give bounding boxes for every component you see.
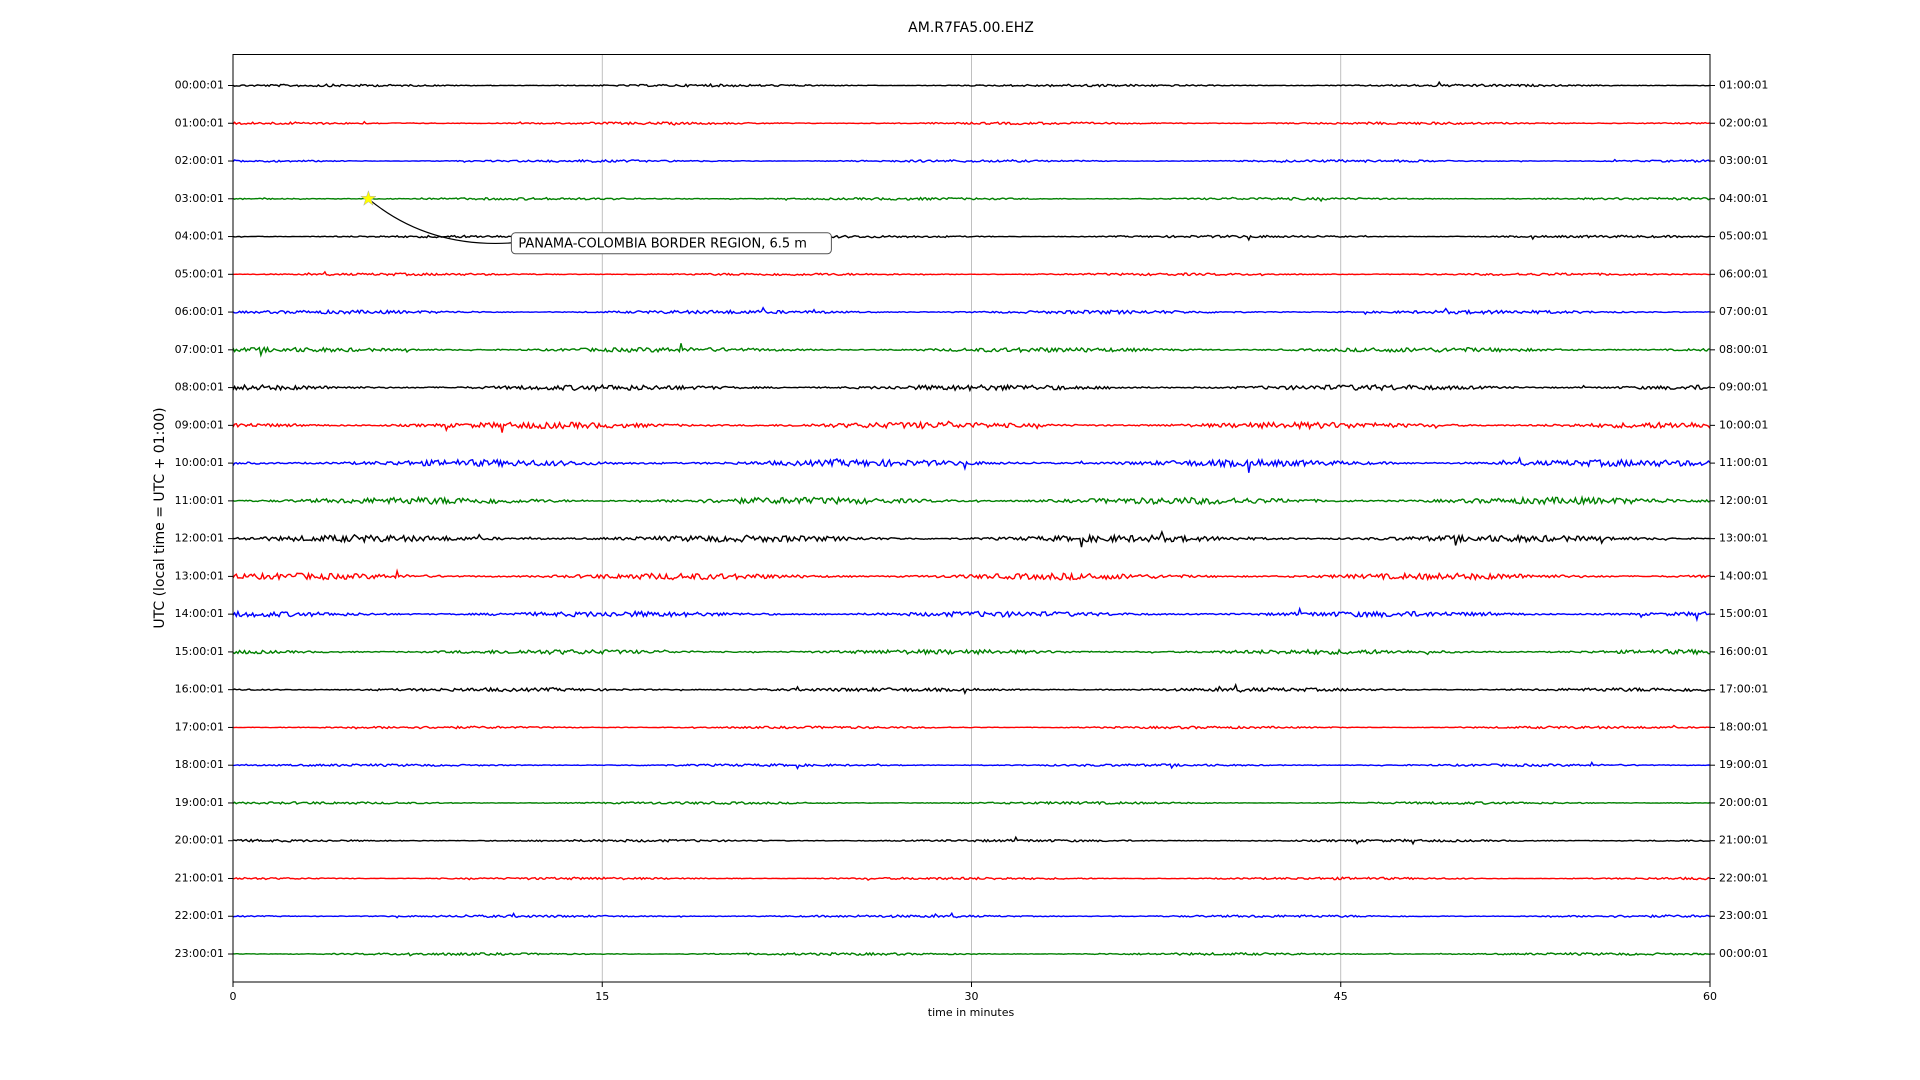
y-tick-label: 11:00:01 <box>175 494 224 507</box>
y-tick-label-right: 17:00:01 <box>1719 683 1768 696</box>
trace <box>232 648 1711 656</box>
y-tick-label: 05:00:01 <box>175 267 224 280</box>
y-tick-label-right: 22:00:01 <box>1719 871 1768 884</box>
y-tick-label-right: 11:00:01 <box>1719 456 1768 469</box>
trace <box>232 306 1710 316</box>
y-tick-label-right: 10:00:01 <box>1719 418 1768 431</box>
y-tick-label: 13:00:01 <box>175 569 224 582</box>
y-tick-label-right: 00:00:01 <box>1719 947 1768 960</box>
y-tick-label-right: 08:00:01 <box>1719 343 1768 356</box>
chart-title: AM.R7FA5.00.EHZ <box>908 20 1034 36</box>
y-tick-label: 12:00:01 <box>175 532 224 545</box>
y-tick-label: 14:00:01 <box>175 607 224 620</box>
trace <box>232 911 1711 919</box>
trace <box>232 456 1711 473</box>
y-tick-label-right: 20:00:01 <box>1719 796 1768 809</box>
y-tick-label: 20:00:01 <box>175 834 224 847</box>
y-tick-label: 04:00:01 <box>175 230 224 243</box>
y-tick-label: 02:00:01 <box>175 154 224 167</box>
trace <box>232 876 1711 881</box>
y-tick-label-right: 13:00:01 <box>1719 532 1768 545</box>
y-tick-label-right: 15:00:01 <box>1719 607 1768 620</box>
x-tick-label: 0 <box>230 990 237 1003</box>
trace <box>232 420 1711 433</box>
x-tick-label: 60 <box>1703 990 1717 1003</box>
trace <box>232 196 1711 203</box>
y-tick-label: 18:00:01 <box>175 758 224 771</box>
trace <box>232 761 1711 770</box>
y-tick-label: 23:00:01 <box>175 947 224 960</box>
y-tick-label: 06:00:01 <box>175 305 224 318</box>
trace <box>232 568 1711 582</box>
y-tick-label: 09:00:01 <box>175 418 224 431</box>
annotation-text: PANAMA-COLOMBIA BORDER REGION, 6.5 m <box>518 236 807 251</box>
y-tick-label-right: 06:00:01 <box>1719 267 1768 280</box>
y-tick-label: 22:00:01 <box>175 909 224 922</box>
y-tick-label: 08:00:01 <box>175 381 224 394</box>
y-tick-label: 15:00:01 <box>175 645 224 658</box>
y-tick-label: 21:00:01 <box>175 871 224 884</box>
x-axis-label: time in minutes <box>928 1006 1015 1019</box>
trace <box>232 606 1711 623</box>
trace <box>232 724 1711 730</box>
y-tick-label: 17:00:01 <box>175 720 224 733</box>
y-tick-label: 10:00:01 <box>175 456 224 469</box>
y-tick-label-right: 12:00:01 <box>1719 494 1768 507</box>
y-tick-label: 00:00:01 <box>175 79 224 92</box>
trace <box>232 120 1711 126</box>
trace <box>232 835 1710 846</box>
y-tick-label-right: 23:00:01 <box>1719 909 1768 922</box>
y-tick-label-right: 03:00:01 <box>1719 154 1768 167</box>
y-tick-label-right: 21:00:01 <box>1719 834 1768 847</box>
x-tick-label: 15 <box>595 990 609 1003</box>
y-tick-label-right: 01:00:01 <box>1719 79 1768 92</box>
trace <box>232 80 1711 88</box>
y-tick-label-right: 19:00:01 <box>1719 758 1768 771</box>
trace <box>232 951 1711 957</box>
x-tick-label: 30 <box>965 990 979 1003</box>
trace <box>232 682 1711 696</box>
y-tick-label: 19:00:01 <box>175 796 224 809</box>
y-tick-label-right: 05:00:01 <box>1719 230 1768 243</box>
y-tick-label-right: 07:00:01 <box>1719 305 1768 318</box>
y-tick-label: 03:00:01 <box>175 192 224 205</box>
event-star <box>360 189 377 206</box>
y-tick-label-right: 02:00:01 <box>1719 116 1768 129</box>
annotation-box <box>510 232 832 255</box>
trace <box>232 494 1711 506</box>
trace <box>232 234 1711 242</box>
trace <box>232 383 1711 393</box>
y-tick-label-right: 14:00:01 <box>1719 569 1768 582</box>
y-tick-label-right: 04:00:01 <box>1719 192 1768 205</box>
x-tick-label: 45 <box>1334 990 1348 1003</box>
y-tick-label-right: 16:00:01 <box>1719 645 1768 658</box>
y-tick-label: 01:00:01 <box>175 116 224 129</box>
y-tick-label: 07:00:01 <box>175 343 224 356</box>
annotation-arrow <box>368 198 514 244</box>
trace <box>232 343 1711 358</box>
y-tick-label-right: 09:00:01 <box>1719 381 1768 394</box>
trace <box>232 270 1710 277</box>
y-axis-label: UTC (local time = UTC + 01:00) <box>152 407 168 628</box>
trace <box>232 800 1711 806</box>
trace <box>232 158 1711 164</box>
y-tick-label: 16:00:01 <box>175 683 224 696</box>
trace <box>232 529 1711 548</box>
y-tick-label-right: 18:00:01 <box>1719 720 1768 733</box>
plot-frame <box>232 54 1711 983</box>
